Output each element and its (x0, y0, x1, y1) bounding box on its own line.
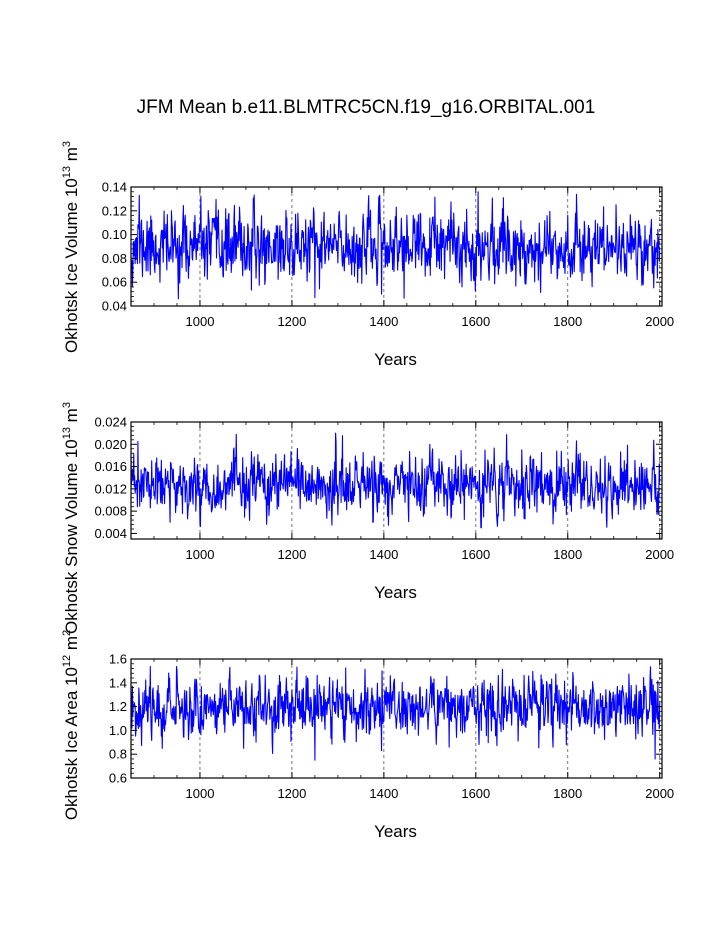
y-axis-label-exponent: 12 (61, 655, 73, 667)
series-line-ice-volume (130, 191, 661, 300)
y-axis-label: Okhotsk Ice Area 1012 m2 (61, 630, 81, 820)
x-tick-label: 1000 (186, 547, 215, 562)
x-tick-label: 2000 (645, 786, 674, 801)
y-axis-label: Okhotsk Snow Volume 1013 m3 (61, 402, 81, 634)
y-tick-label: 1.0 (109, 723, 127, 738)
y-axis-label-unit: m (62, 408, 81, 427)
y-axis-label-unit-exponent: 3 (61, 402, 73, 408)
x-tick-label: 2000 (645, 314, 674, 329)
y-tick-label: 0.14 (102, 180, 127, 195)
y-axis-label-exponent: 13 (61, 166, 73, 178)
x-tick-label: 1600 (461, 547, 490, 562)
x-tick-label: 1400 (369, 314, 398, 329)
y-tick-label: 0.06 (102, 275, 127, 290)
y-tick-label: 1.2 (109, 699, 127, 714)
y-axis-label-unit-exponent: 2 (61, 630, 73, 636)
x-tick-label: 1200 (277, 786, 306, 801)
series-line-ice-area (130, 665, 661, 761)
y-tick-label: 0.6 (109, 771, 127, 786)
y-tick-label: 0.04 (102, 299, 127, 314)
y-tick-label: 0.08 (102, 251, 127, 266)
x-tick-label: 2000 (645, 547, 674, 562)
y-axis-label-main: Okhotsk Snow Volume 10 (62, 439, 81, 634)
y-tick-label: 0.020 (94, 437, 127, 452)
x-tick-label: 1800 (553, 786, 582, 801)
x-axis-label: Years (374, 350, 417, 369)
y-tick-label: 1.4 (109, 675, 127, 690)
x-tick-label: 1800 (553, 547, 582, 562)
y-axis-label-unit: m (62, 636, 81, 655)
y-tick-label: 0.008 (94, 504, 127, 519)
x-tick-label: 1200 (277, 547, 306, 562)
panel-ice-volume: 0.04 0.06 0.08 0.10 0.12 0.14 1000 1200 1400 1600… (61, 141, 674, 369)
y-tick-label: 0.12 (102, 203, 127, 218)
x-tick-label: 1600 (461, 314, 490, 329)
x-tick-label: 1800 (553, 314, 582, 329)
y-axis-label-unit-exponent: 3 (61, 141, 73, 147)
x-tick-label: 1400 (369, 786, 398, 801)
plot-frame (130, 658, 663, 779)
figure-title: JFM Mean b.e11.BLMTRC5CN.f19_g16.ORBITAL… (137, 97, 596, 118)
x-tick-label: 1200 (277, 314, 306, 329)
x-axis-label: Years (374, 822, 417, 841)
y-tick-label: 1.6 (109, 652, 127, 667)
panel-ice-area: 0.6 0.8 1.0 1.2 1.4 1.6 1000 1200 1400 1600 1800 20… (61, 630, 674, 841)
panel-snow-volume: 0.004 0.008 0.012 0.016 0.020 0.024 1000 1200 14… (61, 402, 674, 634)
y-axis-label: Okhotsk Ice Volume 1013 m3 (61, 141, 81, 353)
y-tick-label: 0.8 (109, 747, 127, 762)
x-axis-label: Years (374, 583, 417, 602)
y-tick-label: 0.10 (102, 227, 127, 242)
y-tick-label: 0.004 (94, 526, 127, 541)
y-axis-label-main: Okhotsk Ice Area 10 (62, 667, 81, 820)
y-axis-label-unit: m (62, 147, 81, 166)
plot-frame (130, 186, 663, 307)
y-tick-label: 0.012 (94, 481, 127, 496)
x-tick-label: 1400 (369, 547, 398, 562)
x-tick-label: 1000 (186, 786, 215, 801)
x-tick-label: 1000 (186, 314, 215, 329)
y-tick-label: 0.016 (94, 459, 127, 474)
series-line-snow-volume (130, 432, 661, 529)
plot-frame (130, 421, 663, 540)
y-axis-label-exponent: 13 (61, 427, 73, 439)
y-axis-label-main: Okhotsk Ice Volume 10 (62, 178, 81, 353)
y-tick-label: 0.024 (94, 415, 127, 430)
x-tick-label: 1600 (461, 786, 490, 801)
